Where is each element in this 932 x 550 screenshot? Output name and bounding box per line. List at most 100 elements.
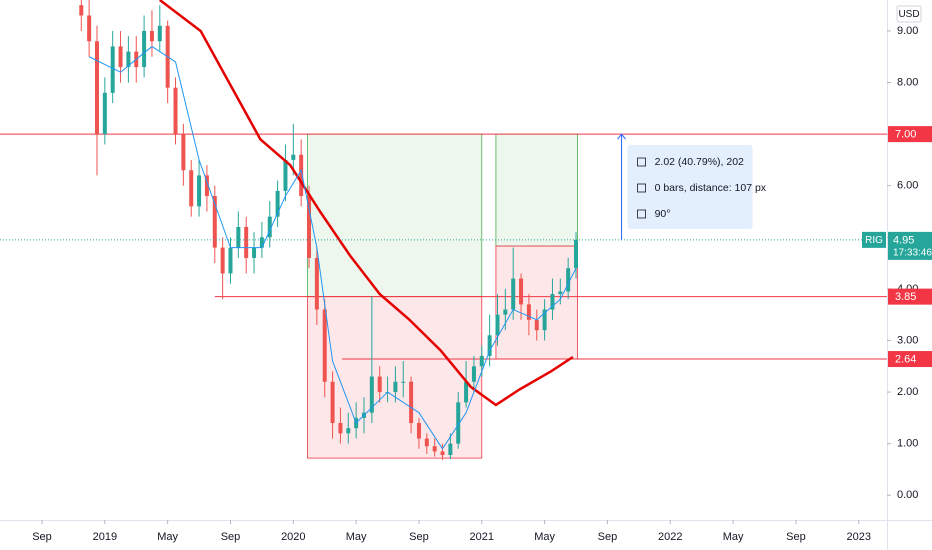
symbol-box	[862, 231, 886, 248]
candle-body	[283, 159, 288, 191]
tooltip-icon	[637, 157, 646, 167]
candle-body	[479, 355, 484, 367]
candle-body	[149, 30, 154, 42]
candle-body	[519, 278, 524, 305]
price-label-box	[888, 126, 932, 143]
candle-body	[511, 278, 516, 310]
measure-tooltip	[627, 145, 753, 229]
candle-body	[424, 438, 429, 447]
x-tick-label: 2023	[846, 531, 870, 543]
candle-body	[267, 216, 272, 238]
x-tick-label: 2022	[658, 531, 682, 543]
price-label: 3.85	[895, 291, 916, 303]
candle-body	[204, 175, 209, 197]
x-tick-label: Sep	[409, 531, 429, 543]
x-tick-label: Sep	[221, 531, 241, 543]
currency[interactable]: USD	[898, 9, 919, 20]
x-tick-label: Sep	[598, 531, 618, 543]
x-tick-label: Sep	[32, 531, 52, 543]
candle-body	[322, 309, 327, 382]
candle-body	[102, 92, 107, 135]
y-tick-label: 6.00	[897, 180, 918, 192]
candle-body	[401, 381, 406, 383]
candle-body	[330, 381, 335, 424]
candle-body	[79, 5, 84, 16]
candle-body	[448, 443, 453, 455]
symbol: RIG	[865, 235, 883, 246]
candle-body	[228, 247, 233, 274]
candle-body	[197, 175, 202, 207]
x-tick-label: May	[723, 531, 744, 543]
moving-average	[88, 45, 577, 450]
candle-body	[173, 87, 178, 135]
candle-body	[338, 423, 343, 434]
candle-body	[299, 154, 304, 197]
price-label-box	[888, 288, 932, 305]
currency-box[interactable]	[896, 5, 922, 23]
candle-body	[566, 268, 571, 292]
candle-body	[574, 239, 579, 269]
candle-body	[181, 134, 186, 171]
profit-zone	[495, 133, 578, 247]
candle-body	[495, 314, 500, 336]
candle-body	[542, 309, 547, 331]
candle-body	[307, 196, 312, 258]
candle-body	[220, 247, 225, 274]
candle-body	[377, 376, 382, 393]
candle-body	[534, 319, 539, 331]
candle-body	[244, 226, 249, 258]
x-tick-label: 2020	[281, 531, 305, 543]
candle-body	[409, 381, 414, 424]
tooltip-text: 90°	[655, 208, 671, 220]
candle-body	[369, 376, 374, 413]
candle-body	[487, 335, 492, 356]
candle-body	[189, 170, 194, 207]
x-tick-label: May	[534, 531, 555, 543]
candle-body	[259, 237, 264, 248]
y-tick-label: 2.00	[897, 386, 918, 398]
x-tick-label: May	[346, 531, 367, 543]
price-label: 7.00	[895, 129, 916, 141]
countdown: 17:33:46	[893, 248, 932, 259]
candle-body	[550, 294, 555, 310]
candle-body	[464, 381, 469, 403]
candle-body	[416, 423, 421, 439]
candle-body	[118, 46, 123, 68]
x-tick-label: May	[157, 531, 178, 543]
moving-average	[159, 0, 574, 407]
measure-arrow	[617, 133, 626, 140]
tooltip-text: 2.02 (40.79%), 202	[655, 156, 744, 168]
candle-body	[87, 15, 92, 42]
y-tick-label: 0.00	[897, 489, 918, 501]
x-tick-label: Sep	[786, 531, 806, 543]
price-label-box	[888, 351, 932, 368]
y-tick-label: 3.00	[897, 334, 918, 346]
profit-zone	[307, 133, 483, 298]
candle-body	[126, 51, 131, 68]
loss-zone	[495, 245, 578, 360]
price-label: 2.64	[895, 353, 916, 365]
y-tick-label: 9.00	[897, 25, 918, 37]
y-tick-label: 8.00	[897, 76, 918, 88]
candle-body	[275, 190, 280, 217]
candle-body	[471, 366, 476, 382]
candle-body	[252, 247, 257, 258]
candle-body	[346, 428, 351, 434]
plot-area: 2.02 (40.79%), 202 0 bars, distance: 107 …	[0, 0, 887, 461]
candle-body	[314, 257, 319, 310]
last-price-box	[888, 231, 932, 260]
candle-body	[456, 402, 461, 444]
x-tick-label: 2019	[93, 531, 117, 543]
candle-body	[157, 25, 162, 42]
tooltip-text: 0 bars, distance: 107 px	[655, 182, 767, 194]
candle-body	[440, 451, 445, 455]
candle-body	[142, 30, 147, 68]
candle-body	[94, 41, 99, 135]
candle-body	[110, 46, 115, 93]
x-tick-label: 2021	[470, 531, 494, 543]
candle-body	[558, 291, 563, 295]
candle-body	[503, 309, 508, 315]
candle-body	[526, 304, 531, 320]
last-price: 4.95	[893, 234, 914, 246]
tooltip-icon	[637, 209, 646, 219]
